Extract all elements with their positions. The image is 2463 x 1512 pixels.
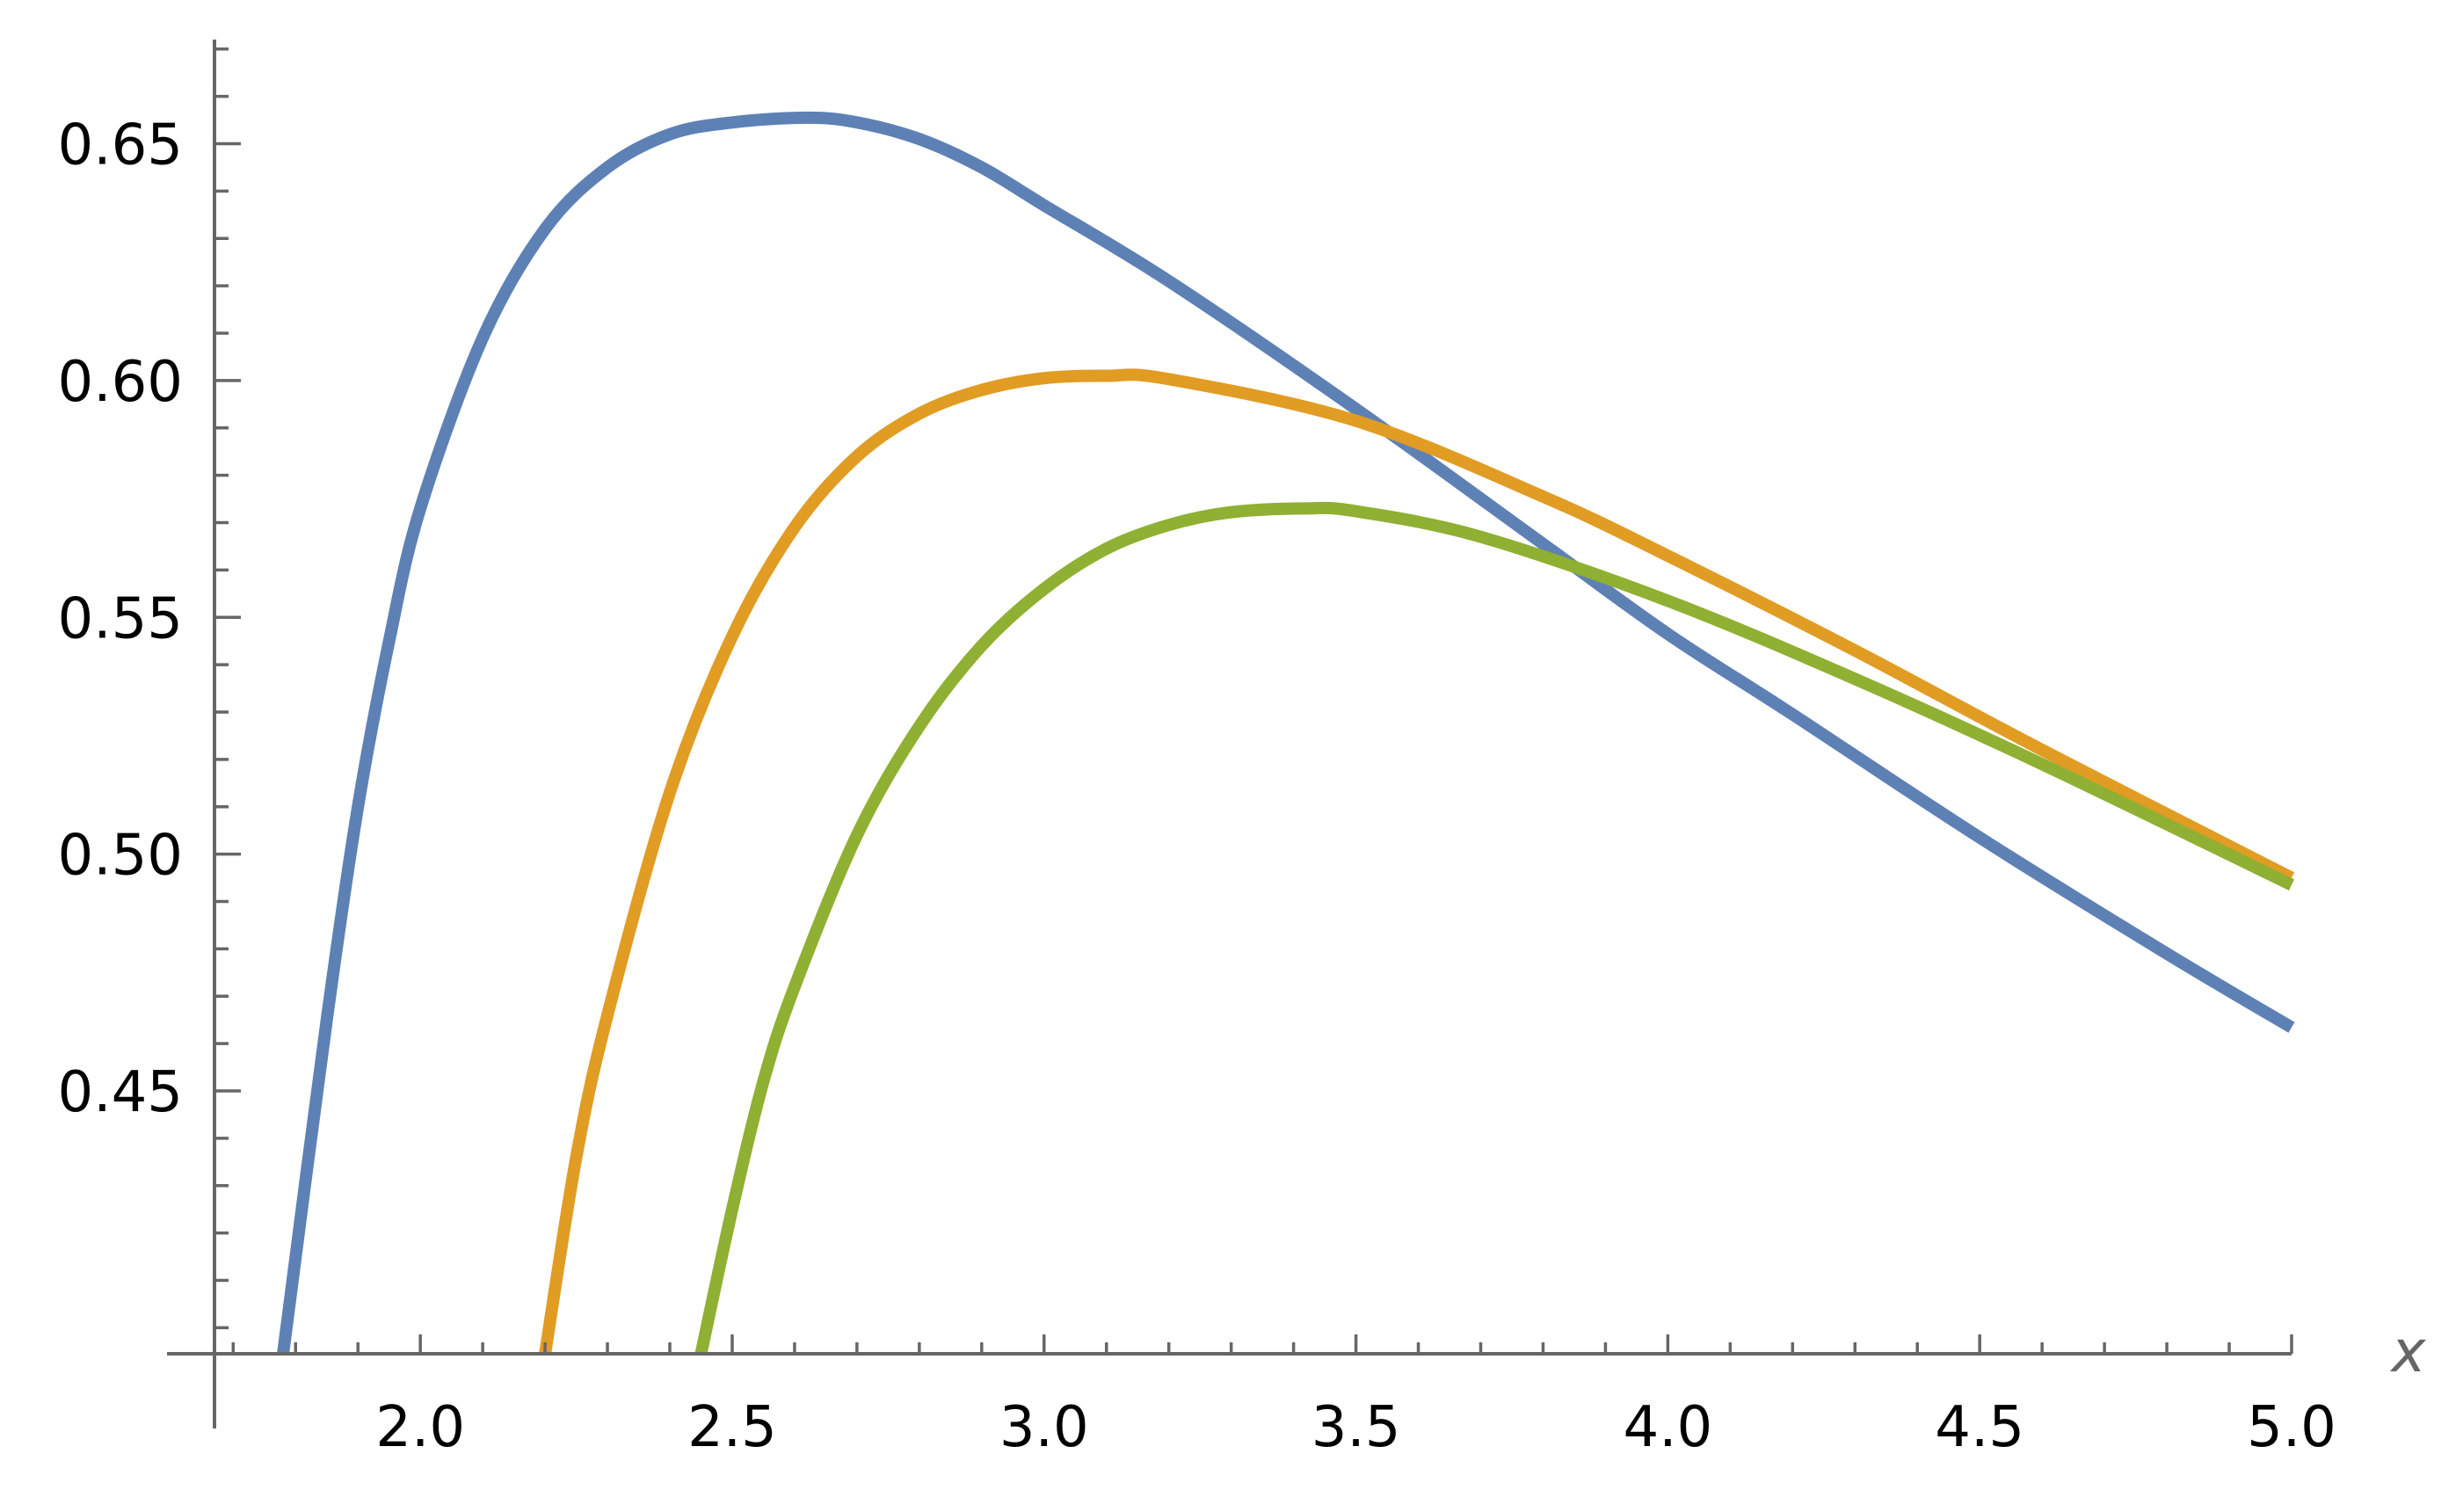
y-tick-label: 0.45 — [58, 1060, 184, 1125]
x-tick-label: 4.0 — [1623, 1395, 1712, 1460]
series-line-2 — [539, 368, 2295, 1356]
y-tick-label: 0.50 — [58, 824, 184, 889]
x-tick-label: 3.5 — [1311, 1395, 1401, 1460]
x-tick-label: 2.5 — [687, 1395, 777, 1460]
labels-layer: 2.0 2.5 3.0 3.5 4.0 4.5 5.0 0.45 0.50 0.55 0.60 0.6… — [58, 113, 2427, 1460]
y-tick-label: 0.55 — [58, 586, 184, 651]
curves-layer — [277, 111, 2295, 1356]
series-line-1 — [277, 111, 2295, 1355]
series-line-3 — [694, 501, 2295, 1356]
x-tick-label: 3.0 — [999, 1395, 1089, 1460]
x-tick-label: 2.0 — [375, 1395, 465, 1460]
x-tick-label: 4.5 — [1935, 1395, 2024, 1460]
x-tick-label: 5.0 — [2247, 1395, 2336, 1460]
x-axis-title: x — [2389, 1318, 2426, 1385]
y-tick-label: 0.60 — [58, 350, 184, 415]
y-tick-label: 0.65 — [58, 113, 184, 178]
axes-layer — [167, 40, 2293, 1428]
